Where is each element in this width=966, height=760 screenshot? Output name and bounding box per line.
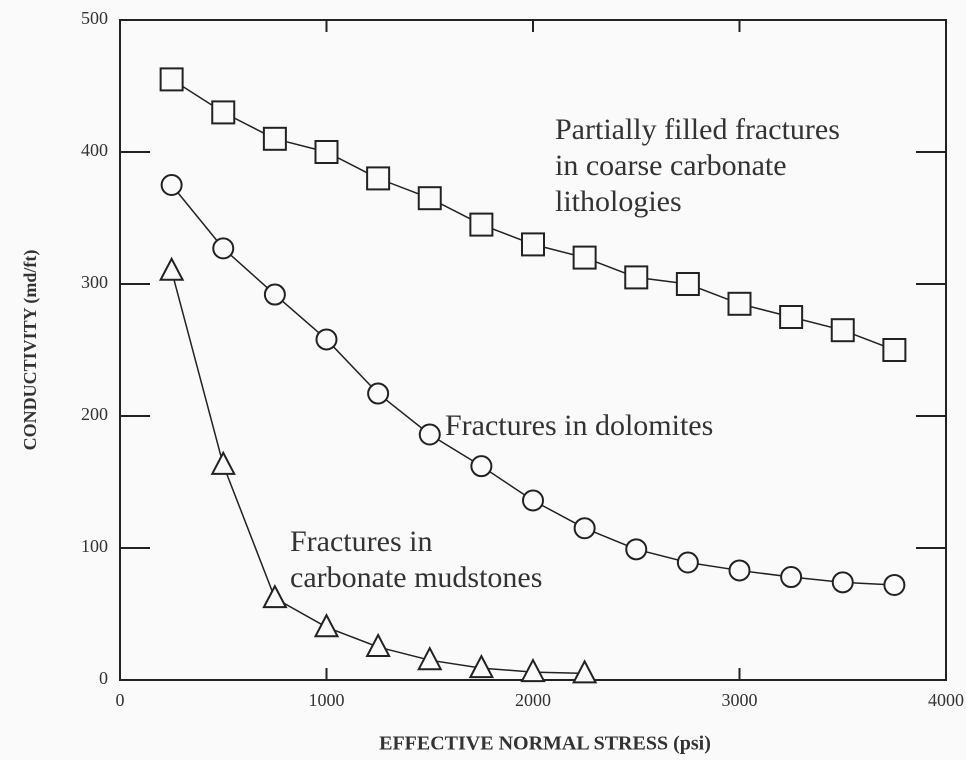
annotation: Fractures in: [290, 525, 432, 558]
circle-marker: [263, 283, 286, 306]
circle-marker: [676, 551, 699, 574]
square-marker: [159, 67, 184, 92]
annotation: lithologies: [555, 185, 682, 218]
x-tick-label: 2000: [515, 690, 551, 710]
circle-marker: [522, 489, 544, 512]
triangle-marker: [571, 659, 598, 684]
circle-marker: [573, 517, 596, 540]
square-marker: [572, 245, 597, 270]
annotation: Partially filled fractures: [555, 113, 840, 146]
triangle-marker: [417, 646, 443, 671]
y-tick-label: 0: [99, 668, 108, 688]
y-tick-label: 400: [81, 140, 108, 160]
square-marker: [830, 318, 855, 343]
x-tick-label: 3000: [722, 690, 758, 710]
y-tick-label: 300: [81, 272, 108, 292]
x-tick-label: 0: [116, 690, 125, 710]
circle-marker: [212, 237, 235, 260]
y-tick-label: 200: [81, 404, 108, 424]
circle-marker: [160, 174, 183, 196]
circle-marker: [315, 328, 338, 351]
square-marker: [366, 166, 391, 191]
annotation: Fractures in dolomites: [445, 409, 713, 442]
x-axis-label: EFFECTIVE NORMAL STRESS (psi): [379, 733, 711, 755]
annotation: in coarse carbonate: [555, 149, 787, 182]
circle-marker: [367, 382, 390, 405]
square-marker: [262, 126, 287, 151]
y-tick-label: 500: [81, 8, 108, 28]
circle-marker: [883, 573, 906, 596]
triangle-marker: [262, 584, 288, 609]
circle-marker: [728, 559, 751, 582]
circle-marker: [470, 455, 493, 478]
square-marker: [211, 100, 236, 125]
triangle-marker: [520, 657, 546, 683]
circle-marker: [831, 571, 854, 594]
square-marker: [624, 265, 649, 290]
triangle-marker: [158, 256, 185, 281]
square-marker: [469, 212, 494, 237]
circle-marker: [780, 566, 803, 589]
y-axis-label: CONDUCTIVITY (md/ft): [20, 250, 41, 451]
x-tick-label: 4000: [928, 690, 964, 710]
triangle-marker: [468, 653, 495, 679]
annotation: carbonate mudstones: [290, 561, 542, 594]
circle-marker: [418, 423, 441, 446]
square-marker: [882, 338, 907, 362]
square-marker: [727, 291, 752, 316]
square-marker: [417, 186, 442, 211]
square-marker: [779, 305, 804, 329]
circle-marker: [625, 538, 648, 561]
square-marker: [521, 232, 545, 257]
triangle-marker: [210, 450, 236, 475]
triangle-marker: [365, 632, 391, 657]
square-marker: [675, 272, 700, 296]
square-marker: [314, 140, 339, 164]
triangle-marker: [313, 613, 340, 638]
x-tick-label: 1000: [309, 690, 345, 710]
y-tick-label: 100: [81, 536, 108, 556]
